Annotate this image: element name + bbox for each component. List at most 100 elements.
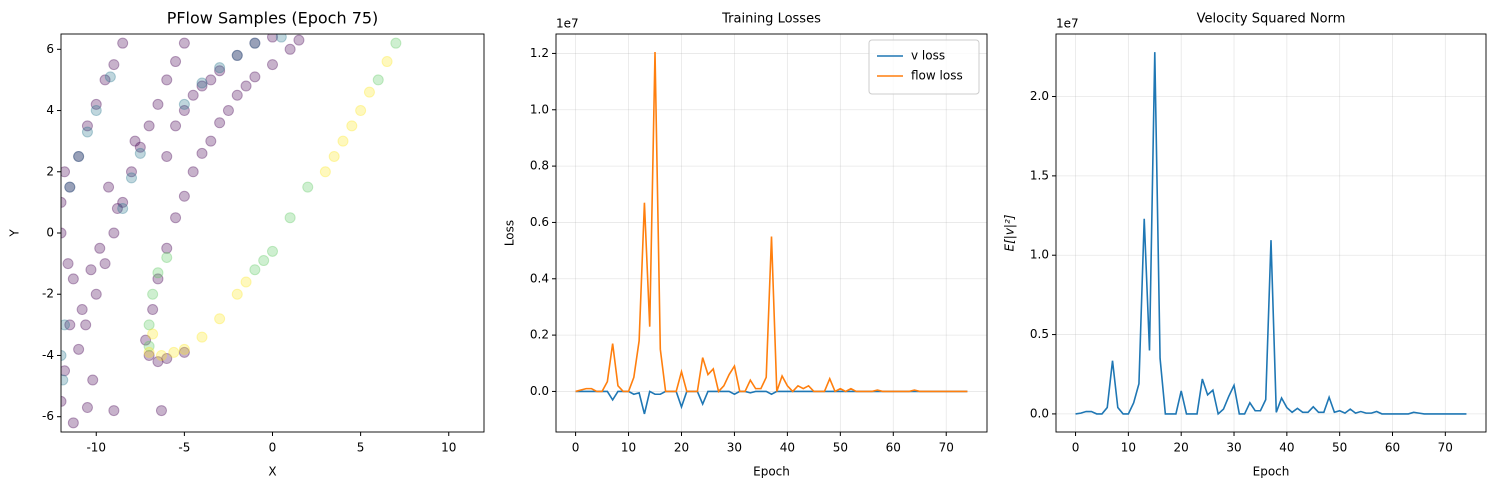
point	[161, 251, 173, 263]
y-offset-label: 1e7	[1056, 17, 1079, 31]
point	[275, 34, 287, 43]
scatter-points	[61, 34, 402, 429]
y-tick-label: 2.0	[1030, 89, 1049, 103]
point	[126, 166, 137, 178]
point	[337, 135, 349, 147]
axes-frame	[555, 33, 988, 433]
point	[231, 49, 243, 61]
point	[187, 166, 199, 178]
point	[147, 288, 159, 300]
x-tick-label: 0	[269, 441, 277, 455]
point	[214, 62, 226, 74]
point	[170, 212, 182, 224]
y-tick-label: 1.2	[530, 46, 549, 60]
point	[73, 150, 85, 162]
point	[152, 98, 164, 110]
y-tick-label: -4	[42, 348, 54, 362]
point	[108, 227, 120, 239]
point	[381, 56, 393, 68]
point	[214, 117, 226, 129]
legend-box	[868, 39, 980, 95]
y-tick-label: 0.6	[530, 215, 549, 229]
point	[258, 255, 270, 267]
point	[99, 258, 111, 270]
y-tick-label: 2	[46, 164, 54, 178]
point	[249, 37, 261, 49]
point	[319, 166, 331, 178]
point	[126, 172, 137, 184]
legend-label: flow loss	[911, 69, 963, 83]
point	[64, 181, 76, 193]
y-offset-label: 1e7	[556, 17, 579, 31]
point	[117, 37, 129, 49]
point	[87, 374, 99, 386]
x-tick-label: 10	[441, 441, 456, 455]
point	[284, 212, 296, 224]
y-axis-label: E[|v|²]	[1003, 214, 1017, 251]
point	[61, 196, 67, 208]
x-tick-label: 5	[357, 441, 365, 455]
point	[90, 98, 102, 110]
point	[81, 120, 93, 132]
point	[161, 353, 173, 365]
y-tick-label: 0.8	[530, 159, 549, 173]
point	[143, 346, 155, 358]
point	[108, 59, 120, 71]
point	[284, 43, 296, 55]
point	[214, 65, 226, 77]
point	[161, 74, 173, 86]
point	[73, 150, 85, 162]
y-tick-label: 6	[46, 42, 54, 56]
point	[143, 349, 155, 361]
point	[170, 56, 182, 68]
chart-title: PFlow Samples (Epoch 75)	[167, 9, 379, 28]
axes-frame	[60, 33, 485, 433]
y-tick-label: 0	[46, 226, 54, 240]
y-axis-label: Y	[8, 229, 22, 238]
point	[143, 120, 155, 132]
point	[99, 74, 111, 86]
point	[178, 343, 190, 355]
point	[61, 227, 67, 239]
point	[205, 135, 217, 147]
y-tick-label: 1.5	[1030, 168, 1049, 182]
point	[222, 105, 234, 117]
point	[61, 365, 71, 377]
x-tick-label: 50	[833, 441, 848, 455]
point	[155, 349, 167, 361]
x-tick-label: 10	[1121, 441, 1136, 455]
point	[104, 71, 116, 83]
point	[94, 242, 106, 254]
point	[187, 89, 199, 101]
y-tick-label: 0.4	[530, 271, 549, 285]
axes-frame	[1055, 33, 1487, 433]
x-axis-label: Epoch	[1253, 465, 1290, 479]
point	[249, 71, 261, 83]
point	[355, 105, 367, 117]
point	[147, 304, 159, 316]
point	[178, 37, 190, 49]
x-tick-label: 40	[780, 441, 795, 455]
point	[205, 74, 217, 86]
point	[81, 126, 93, 138]
point	[90, 105, 102, 117]
point	[64, 319, 76, 331]
point	[90, 288, 102, 300]
point	[231, 49, 243, 61]
x-tick-label: 10	[621, 441, 636, 455]
point	[73, 343, 85, 355]
point	[328, 150, 340, 162]
point	[61, 374, 69, 386]
point	[267, 245, 278, 257]
point	[178, 190, 190, 202]
point	[111, 203, 123, 215]
y-tick-label: 1.0	[530, 102, 549, 116]
y-tick-label: 0.0	[1030, 406, 1049, 420]
point	[196, 77, 208, 89]
point	[240, 276, 252, 288]
point	[85, 264, 97, 276]
point	[76, 304, 88, 316]
y-tick-label: 1.0	[1030, 248, 1049, 262]
point	[64, 181, 76, 193]
